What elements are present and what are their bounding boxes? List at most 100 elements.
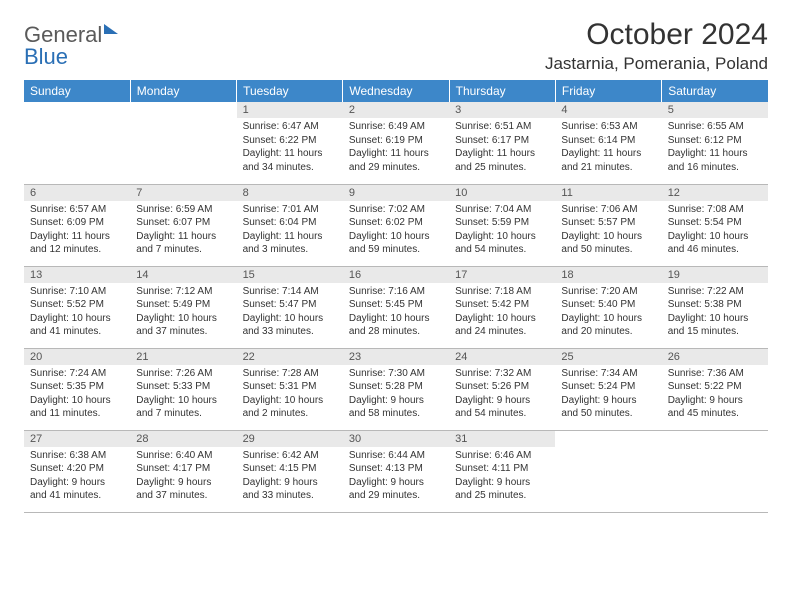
day-number: 12 [662, 185, 768, 201]
day-body: Sunrise: 6:47 AMSunset: 6:22 PMDaylight:… [237, 118, 343, 178]
sunrise-text: Sunrise: 7:32 AM [455, 367, 549, 381]
sunset-text: Sunset: 4:11 PM [455, 462, 549, 476]
day-body: Sunrise: 6:53 AMSunset: 6:14 PMDaylight:… [555, 118, 661, 178]
sunset-text: Sunset: 5:31 PM [243, 380, 337, 394]
day-cell: 11Sunrise: 7:06 AMSunset: 5:57 PMDayligh… [555, 184, 661, 266]
sunrise-text: Sunrise: 7:12 AM [136, 285, 230, 299]
day-number: 3 [449, 102, 555, 118]
day-body: Sunrise: 7:22 AMSunset: 5:38 PMDaylight:… [662, 283, 768, 343]
day-body: Sunrise: 7:18 AMSunset: 5:42 PMDaylight:… [449, 283, 555, 343]
sunrise-text: Sunrise: 6:51 AM [455, 120, 549, 134]
daylight-text: Daylight: 10 hours and 28 minutes. [349, 312, 443, 339]
day-number: 10 [449, 185, 555, 201]
day-number: 15 [237, 267, 343, 283]
sunset-text: Sunset: 4:20 PM [30, 462, 124, 476]
weekday-header-row: SundayMondayTuesdayWednesdayThursdayFrid… [24, 80, 768, 102]
daylight-text: Daylight: 9 hours and 45 minutes. [668, 394, 762, 421]
day-number: 24 [449, 349, 555, 365]
week-row: 6Sunrise: 6:57 AMSunset: 6:09 PMDaylight… [24, 184, 768, 266]
day-cell: 13Sunrise: 7:10 AMSunset: 5:52 PMDayligh… [24, 266, 130, 348]
day-number: 5 [662, 102, 768, 118]
sunrise-text: Sunrise: 7:28 AM [243, 367, 337, 381]
sunrise-text: Sunrise: 7:08 AM [668, 203, 762, 217]
day-cell: 9Sunrise: 7:02 AMSunset: 6:02 PMDaylight… [343, 184, 449, 266]
sunrise-text: Sunrise: 6:53 AM [561, 120, 655, 134]
day-number: 28 [130, 431, 236, 447]
sunset-text: Sunset: 5:22 PM [668, 380, 762, 394]
day-body: Sunrise: 7:24 AMSunset: 5:35 PMDaylight:… [24, 365, 130, 425]
sunrise-text: Sunrise: 7:20 AM [561, 285, 655, 299]
sunset-text: Sunset: 5:47 PM [243, 298, 337, 312]
day-cell: 15Sunrise: 7:14 AMSunset: 5:47 PMDayligh… [237, 266, 343, 348]
day-body: Sunrise: 7:12 AMSunset: 5:49 PMDaylight:… [130, 283, 236, 343]
sunset-text: Sunset: 6:07 PM [136, 216, 230, 230]
day-cell: 10Sunrise: 7:04 AMSunset: 5:59 PMDayligh… [449, 184, 555, 266]
day-body: Sunrise: 6:49 AMSunset: 6:19 PMDaylight:… [343, 118, 449, 178]
day-cell: 21Sunrise: 7:26 AMSunset: 5:33 PMDayligh… [130, 348, 236, 430]
sunrise-text: Sunrise: 7:16 AM [349, 285, 443, 299]
day-cell: 19Sunrise: 7:22 AMSunset: 5:38 PMDayligh… [662, 266, 768, 348]
sunrise-text: Sunrise: 7:36 AM [668, 367, 762, 381]
daylight-text: Daylight: 9 hours and 58 minutes. [349, 394, 443, 421]
weekday-thursday: Thursday [449, 80, 555, 102]
sunrise-text: Sunrise: 6:46 AM [455, 449, 549, 463]
day-body: Sunrise: 7:02 AMSunset: 6:02 PMDaylight:… [343, 201, 449, 261]
day-cell: 24Sunrise: 7:32 AMSunset: 5:26 PMDayligh… [449, 348, 555, 430]
weekday-saturday: Saturday [662, 80, 768, 102]
day-cell: 26Sunrise: 7:36 AMSunset: 5:22 PMDayligh… [662, 348, 768, 430]
week-row: 20Sunrise: 7:24 AMSunset: 5:35 PMDayligh… [24, 348, 768, 430]
day-body: Sunrise: 7:20 AMSunset: 5:40 PMDaylight:… [555, 283, 661, 343]
day-number: 23 [343, 349, 449, 365]
daylight-text: Daylight: 9 hours and 33 minutes. [243, 476, 337, 503]
daylight-text: Daylight: 10 hours and 54 minutes. [455, 230, 549, 257]
day-body: Sunrise: 7:32 AMSunset: 5:26 PMDaylight:… [449, 365, 555, 425]
daylight-text: Daylight: 10 hours and 20 minutes. [561, 312, 655, 339]
sunrise-text: Sunrise: 7:10 AM [30, 285, 124, 299]
day-cell: 5Sunrise: 6:55 AMSunset: 6:12 PMDaylight… [662, 102, 768, 184]
day-cell: 14Sunrise: 7:12 AMSunset: 5:49 PMDayligh… [130, 266, 236, 348]
day-body: Sunrise: 7:04 AMSunset: 5:59 PMDaylight:… [449, 201, 555, 261]
sunset-text: Sunset: 4:17 PM [136, 462, 230, 476]
sunrise-text: Sunrise: 6:59 AM [136, 203, 230, 217]
logo-mark-icon [104, 24, 118, 34]
sunset-text: Sunset: 6:14 PM [561, 134, 655, 148]
daylight-text: Daylight: 11 hours and 29 minutes. [349, 147, 443, 174]
location-label: Jastarnia, Pomerania, Poland [545, 54, 768, 74]
sunset-text: Sunset: 5:33 PM [136, 380, 230, 394]
day-body: Sunrise: 7:28 AMSunset: 5:31 PMDaylight:… [237, 365, 343, 425]
sunset-text: Sunset: 5:26 PM [455, 380, 549, 394]
day-number: 29 [237, 431, 343, 447]
weekday-wednesday: Wednesday [343, 80, 449, 102]
daylight-text: Daylight: 10 hours and 24 minutes. [455, 312, 549, 339]
day-cell: 0 [555, 430, 661, 512]
day-number: 21 [130, 349, 236, 365]
sunset-text: Sunset: 5:40 PM [561, 298, 655, 312]
day-cell: 27Sunrise: 6:38 AMSunset: 4:20 PMDayligh… [24, 430, 130, 512]
day-cell: 1Sunrise: 6:47 AMSunset: 6:22 PMDaylight… [237, 102, 343, 184]
week-row: 13Sunrise: 7:10 AMSunset: 5:52 PMDayligh… [24, 266, 768, 348]
day-cell: 25Sunrise: 7:34 AMSunset: 5:24 PMDayligh… [555, 348, 661, 430]
day-number: 6 [24, 185, 130, 201]
sunrise-text: Sunrise: 6:44 AM [349, 449, 443, 463]
daylight-text: Daylight: 10 hours and 46 minutes. [668, 230, 762, 257]
sunrise-text: Sunrise: 7:06 AM [561, 203, 655, 217]
day-cell: 3Sunrise: 6:51 AMSunset: 6:17 PMDaylight… [449, 102, 555, 184]
day-number: 25 [555, 349, 661, 365]
week-row: 001Sunrise: 6:47 AMSunset: 6:22 PMDaylig… [24, 102, 768, 184]
day-cell: 23Sunrise: 7:30 AMSunset: 5:28 PMDayligh… [343, 348, 449, 430]
daylight-text: Daylight: 9 hours and 41 minutes. [30, 476, 124, 503]
sunset-text: Sunset: 6:12 PM [668, 134, 762, 148]
sunset-text: Sunset: 5:24 PM [561, 380, 655, 394]
sunrise-text: Sunrise: 6:40 AM [136, 449, 230, 463]
day-cell: 2Sunrise: 6:49 AMSunset: 6:19 PMDaylight… [343, 102, 449, 184]
day-cell: 6Sunrise: 6:57 AMSunset: 6:09 PMDaylight… [24, 184, 130, 266]
daylight-text: Daylight: 9 hours and 37 minutes. [136, 476, 230, 503]
sunset-text: Sunset: 6:04 PM [243, 216, 337, 230]
day-cell: 0 [24, 102, 130, 184]
sunset-text: Sunset: 4:15 PM [243, 462, 337, 476]
sunrise-text: Sunrise: 6:49 AM [349, 120, 443, 134]
daylight-text: Daylight: 9 hours and 50 minutes. [561, 394, 655, 421]
sunset-text: Sunset: 6:09 PM [30, 216, 124, 230]
sunset-text: Sunset: 6:17 PM [455, 134, 549, 148]
day-number: 11 [555, 185, 661, 201]
